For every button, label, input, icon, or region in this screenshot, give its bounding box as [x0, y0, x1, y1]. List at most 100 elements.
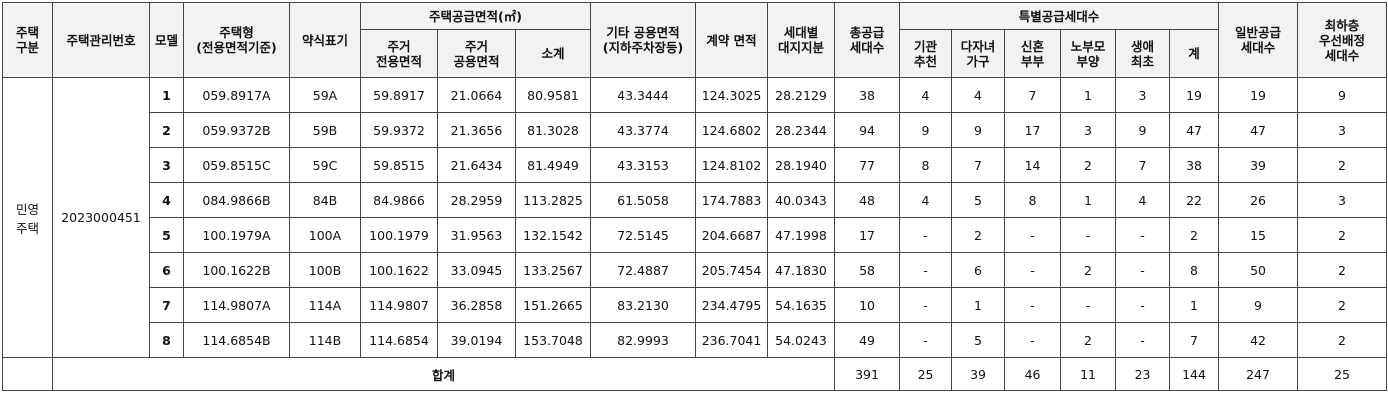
exclusive-area-cell: 84.9866 [360, 182, 438, 218]
agency-cell: - [899, 252, 953, 288]
multi-child-cell: 9 [951, 112, 1006, 148]
house-type-cell: 100.1622B [183, 252, 290, 288]
header-total-units: 총공급 세대수 [834, 2, 901, 78]
lowest-floor-cell: 3 [1297, 112, 1388, 148]
land-share-cell: 54.0243 [767, 322, 836, 358]
exclusive-area-cell: 100.1622 [360, 252, 438, 288]
elderly-parent-cell: 2 [1060, 252, 1117, 288]
land-share-cell: 47.1830 [767, 252, 836, 288]
model-cell: 5 [149, 217, 184, 253]
contract-area-cell: 174.7883 [695, 182, 769, 218]
other-common-cell: 43.3153 [590, 147, 697, 183]
subtotal-cell: 81.4949 [514, 147, 592, 183]
housing-supply-table: 주택 구분 주택관리번호 모델 주택형 (전용면적기준) 약식표기 주택공급면적… [2, 2, 1388, 391]
first-home-cell: 7 [1115, 147, 1171, 183]
newlywed-cell: 17 [1004, 112, 1062, 148]
table-row: 3 059.8515C 59C 59.8515 21.6434 81.4949 … [3, 147, 1388, 183]
agency-cell: - [899, 322, 953, 358]
exclusive-area-cell: 114.6854 [360, 322, 438, 358]
totals-general-units: 247 [1218, 357, 1299, 391]
totals-label: 합계 [51, 357, 836, 391]
common-area-cell: 39.0194 [437, 322, 516, 358]
lowest-floor-cell: 2 [1297, 322, 1388, 358]
newlywed-cell: 7 [1004, 77, 1062, 113]
header-house-type: 주택형 (전용면적기준) [183, 2, 290, 78]
subtotal-cell: 80.9581 [514, 77, 592, 113]
lowest-floor-cell: 2 [1297, 217, 1388, 253]
multi-child-cell: 4 [951, 77, 1006, 113]
exclusive-area-cell: 59.8917 [360, 77, 438, 113]
model-cell: 2 [149, 112, 184, 148]
land-share-cell: 54.1635 [767, 287, 836, 323]
contract-area-cell: 236.7041 [695, 322, 769, 358]
header-exclusive-area: 주거 전용면적 [360, 29, 438, 78]
subtotal-cell: 113.2825 [514, 182, 592, 218]
general-units-cell: 15 [1218, 217, 1299, 253]
house-type-cell: 100.1979A [183, 217, 290, 253]
table-row: 5 100.1979A 100A 100.1979 31.9563 132.15… [3, 217, 1388, 253]
general-units-cell: 47 [1218, 112, 1299, 148]
abbrev-cell: 59B [289, 112, 361, 148]
first-home-cell: - [1115, 217, 1171, 253]
model-cell: 3 [149, 147, 184, 183]
subtotal-cell: 153.7048 [514, 322, 592, 358]
header-agency: 기관 추천 [899, 29, 953, 78]
totals-total-units: 391 [834, 357, 901, 391]
other-common-cell: 83.2130 [590, 287, 697, 323]
lowest-floor-cell: 3 [1297, 182, 1388, 218]
header-type-group: 주택 구분 [2, 2, 53, 78]
general-units-cell: 9 [1218, 287, 1299, 323]
multi-child-cell: 7 [951, 147, 1006, 183]
common-area-cell: 33.0945 [437, 252, 516, 288]
common-area-cell: 36.2858 [437, 287, 516, 323]
agency-cell: - [899, 287, 953, 323]
table-body: 민영 주택 2023000451 1 059.8917A 59A 59.8917… [2, 77, 1388, 391]
totals-blank-cell [2, 357, 53, 391]
subtotal-cell: 132.1542 [514, 217, 592, 253]
header-general-units: 일반공급 세대수 [1218, 2, 1299, 78]
multi-child-cell: 2 [951, 217, 1006, 253]
header-common-area: 주거 공용면적 [437, 29, 516, 78]
common-area-cell: 31.9563 [437, 217, 516, 253]
contract-area-cell: 124.3025 [695, 77, 769, 113]
totals-lowest-floor: 25 [1297, 357, 1388, 391]
subtotal-cell: 81.3028 [514, 112, 592, 148]
special-sum-cell: 47 [1169, 112, 1220, 148]
land-share-cell: 28.1940 [767, 147, 836, 183]
total-units-cell: 94 [834, 112, 901, 148]
lowest-floor-cell: 9 [1297, 77, 1388, 113]
lowest-floor-cell: 2 [1297, 287, 1388, 323]
contract-area-cell: 205.7454 [695, 252, 769, 288]
totals-elderly-parent: 11 [1060, 357, 1117, 391]
header-special-sum: 계 [1169, 29, 1220, 78]
contract-area-cell: 124.8102 [695, 147, 769, 183]
common-area-cell: 21.0664 [437, 77, 516, 113]
header-first-home: 생애 최초 [1115, 29, 1171, 78]
exclusive-area-cell: 100.1979 [360, 217, 438, 253]
newlywed-cell: - [1004, 322, 1062, 358]
abbrev-cell: 100B [289, 252, 361, 288]
abbrev-cell: 84B [289, 182, 361, 218]
table-row: 4 084.9866B 84B 84.9866 28.2959 113.2825… [3, 182, 1388, 218]
table-row: 2 059.9372B 59B 59.9372 21.3656 81.3028 … [3, 112, 1388, 148]
table-row: 7 114.9807A 114A 114.9807 36.2858 151.26… [3, 287, 1388, 323]
abbrev-cell: 114B [289, 322, 361, 358]
header-other-common: 기타 공용면적 (지하주차장등) [590, 2, 697, 78]
totals-newlywed: 46 [1004, 357, 1062, 391]
house-type-cell: 114.9807A [183, 287, 290, 323]
table-row: 8 114.6854B 114B 114.6854 39.0194 153.70… [3, 322, 1388, 358]
model-cell: 1 [149, 77, 184, 113]
other-common-cell: 43.3774 [590, 112, 697, 148]
lowest-floor-cell: 2 [1297, 252, 1388, 288]
header-newlywed: 신혼 부부 [1004, 29, 1062, 78]
header-subtotal: 소계 [514, 29, 592, 78]
exclusive-area-cell: 59.8515 [360, 147, 438, 183]
multi-child-cell: 5 [951, 322, 1006, 358]
elderly-parent-cell: 2 [1060, 147, 1117, 183]
first-home-cell: 3 [1115, 77, 1171, 113]
exclusive-area-cell: 59.9372 [360, 112, 438, 148]
elderly-parent-cell: 3 [1060, 112, 1117, 148]
agency-cell: - [899, 217, 953, 253]
exclusive-area-cell: 114.9807 [360, 287, 438, 323]
contract-area-cell: 234.4795 [695, 287, 769, 323]
